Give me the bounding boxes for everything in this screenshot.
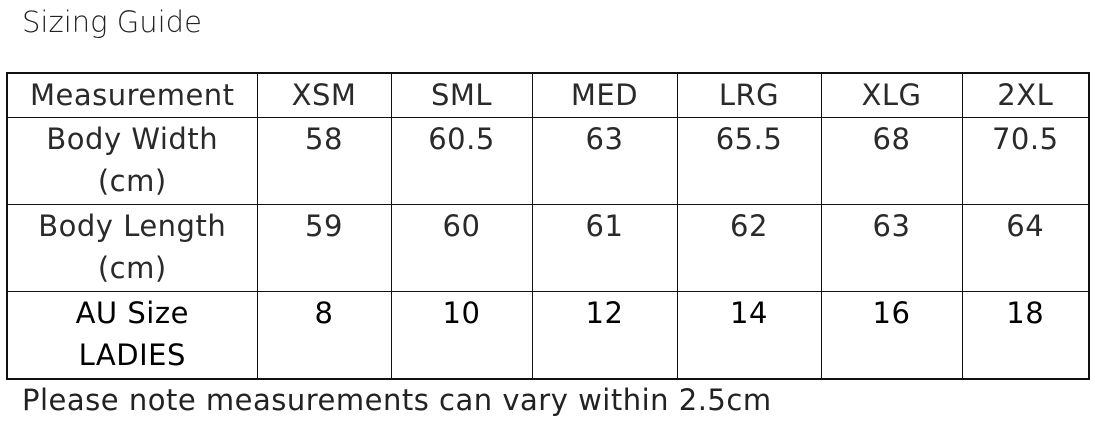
table-cell: 64	[961, 204, 1090, 292]
table-cell: 18	[961, 291, 1090, 380]
table-row-body-length: Body Length (cm) 59 60 61 62 63 64	[6, 204, 1090, 292]
table-cell: 14	[676, 291, 822, 380]
row-label-unit: (cm)	[97, 251, 167, 285]
row-label-line: AU Size	[75, 296, 189, 330]
table-cell: 10	[390, 291, 533, 380]
row-label-unit: (cm)	[97, 164, 167, 198]
table-row-au-size: AU Size LADIES 8 10 12 14 16 18	[6, 291, 1090, 380]
header-cell: 2XL	[961, 72, 1090, 118]
row-label: AU Size LADIES	[6, 291, 258, 380]
table-cell: 16	[820, 291, 963, 380]
row-label-line: LADIES	[78, 338, 186, 372]
table-cell: 58	[256, 117, 392, 205]
row-label: Body Width (cm)	[6, 117, 258, 205]
table-cell: 63	[531, 117, 678, 205]
header-cell: MED	[531, 72, 678, 118]
table-cell: 68	[820, 117, 963, 205]
table-cell: 8	[256, 291, 392, 380]
table-cell: 63	[820, 204, 963, 292]
measurement-note: Please note measurements can vary within…	[22, 383, 772, 417]
header-cell: Measurement	[6, 72, 258, 118]
table-cell: 60.5	[390, 117, 533, 205]
table-cell: 62	[676, 204, 822, 292]
header-cell: XLG	[820, 72, 963, 118]
table-cell: 65.5	[676, 117, 822, 205]
row-label: Body Length (cm)	[6, 204, 258, 292]
table-row-body-width: Body Width (cm) 58 60.5 63 65.5 68 70.5	[6, 117, 1090, 205]
table-cell: 61	[531, 204, 678, 292]
row-label-line: Body Length	[38, 209, 227, 243]
table-cell: 12	[531, 291, 678, 380]
header-cell: LRG	[676, 72, 822, 118]
header-row: Measurement XSM SML MED LRG XLG 2XL	[6, 72, 1090, 118]
table-cell: 70.5	[961, 117, 1090, 205]
table-cell: 60	[390, 204, 533, 292]
header-cell: SML	[390, 72, 533, 118]
page-title: Sizing Guide	[22, 5, 202, 39]
table-cell: 59	[256, 204, 392, 292]
row-label-line: Body Width	[46, 122, 219, 156]
sizing-table: Measurement XSM SML MED LRG XLG 2XL Body…	[6, 72, 1090, 380]
header-cell: XSM	[256, 72, 392, 118]
